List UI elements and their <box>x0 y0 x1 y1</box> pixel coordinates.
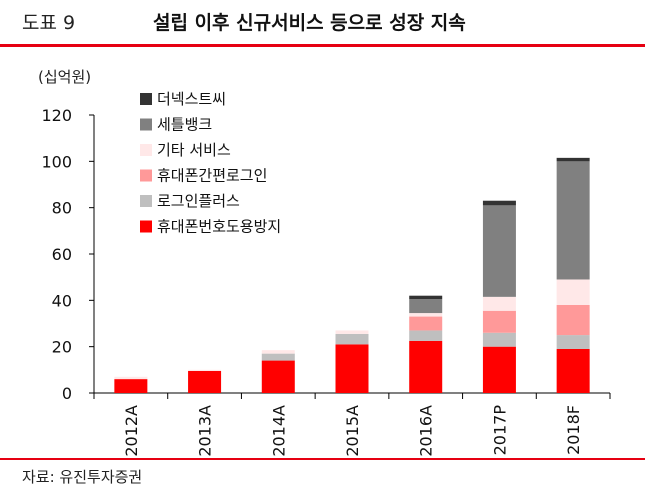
bar-segment <box>482 310 516 333</box>
bar-segment <box>261 360 295 393</box>
bar-segment <box>556 157 590 162</box>
stacked-bar-chart: (십억원) 0 20 40 60 80 100 120 2012A 2013A 2014A 2015… <box>38 68 611 457</box>
axes: 0 20 40 60 80 100 120 2012A 2013A 2014A 2015A 2016A… <box>41 106 611 457</box>
bar-segment <box>556 304 590 336</box>
bar-segment <box>556 161 590 280</box>
legend-swatch <box>140 169 152 182</box>
bar-segment <box>409 295 443 300</box>
bars <box>114 157 590 393</box>
x-tick-label: 2018F <box>564 405 583 455</box>
y-tick-label: 120 <box>41 106 72 125</box>
legend-swatch <box>140 144 152 156</box>
legend-swatch <box>140 195 152 207</box>
chart-title: 설립 이후 신규서비스 등으로 성장 지속 <box>153 12 466 34</box>
legend-swatch <box>140 93 152 105</box>
bar-segment <box>188 370 222 393</box>
bar-segment <box>482 205 516 297</box>
legend-swatch <box>140 220 152 233</box>
legend-label: 더넥스트씨 <box>157 90 226 108</box>
bar-segment <box>409 299 443 314</box>
y-tick-label: 100 <box>41 152 72 171</box>
y-tick-label: 20 <box>52 338 72 357</box>
legend-label: 휴대폰번호도용방지 <box>157 218 281 236</box>
header-divider <box>0 44 645 47</box>
bar-segment <box>409 313 443 317</box>
legend-label: 세틀뱅크 <box>157 116 212 134</box>
report-header: 도표 9 설립 이후 신규서비스 등으로 성장 지속 <box>0 0 645 48</box>
x-tick-label: 2013A <box>196 405 215 457</box>
bar-segment <box>335 330 369 334</box>
source-note: 자료: 유진투자증권 <box>22 468 143 486</box>
bar-segment <box>556 348 590 393</box>
bar-segment <box>482 200 516 206</box>
x-tick-label: 2016A <box>417 405 436 457</box>
legend-swatch <box>140 118 152 131</box>
legend-label: 기타 서비스 <box>157 141 231 159</box>
bar-segment <box>409 330 443 341</box>
x-tick-label: 2017P <box>490 405 509 456</box>
y-tick-label: 0 <box>62 384 72 403</box>
bar-segment <box>482 296 516 311</box>
bar-segment <box>409 340 443 393</box>
legend-label: 로그인플러스 <box>157 192 240 210</box>
bar-segment <box>409 316 443 331</box>
bar-segment <box>482 346 516 393</box>
legend-label: 휴대폰간편로그인 <box>157 167 267 185</box>
y-tick-label: 60 <box>52 245 72 264</box>
bar-segment <box>261 350 295 354</box>
y-tick-label: 80 <box>52 199 72 218</box>
bar-segment <box>261 353 295 361</box>
figure-number: 도표 9 <box>22 12 76 34</box>
x-tick-label: 2012A <box>122 405 141 457</box>
bar-segment <box>114 376 148 380</box>
bar-segment <box>335 344 369 393</box>
bar-segment <box>114 379 148 393</box>
footer-divider <box>0 458 645 460</box>
bar-segment <box>556 279 590 305</box>
x-tick-label: 2015A <box>343 405 362 457</box>
y-tick-label: 40 <box>52 291 72 310</box>
bar-segment <box>556 335 590 349</box>
bar-segment <box>482 332 516 347</box>
bar-segment <box>188 369 222 371</box>
y-axis-unit-label: (십억원) <box>38 68 91 86</box>
x-tick-label: 2014A <box>269 405 288 457</box>
bar-segment <box>335 333 369 345</box>
